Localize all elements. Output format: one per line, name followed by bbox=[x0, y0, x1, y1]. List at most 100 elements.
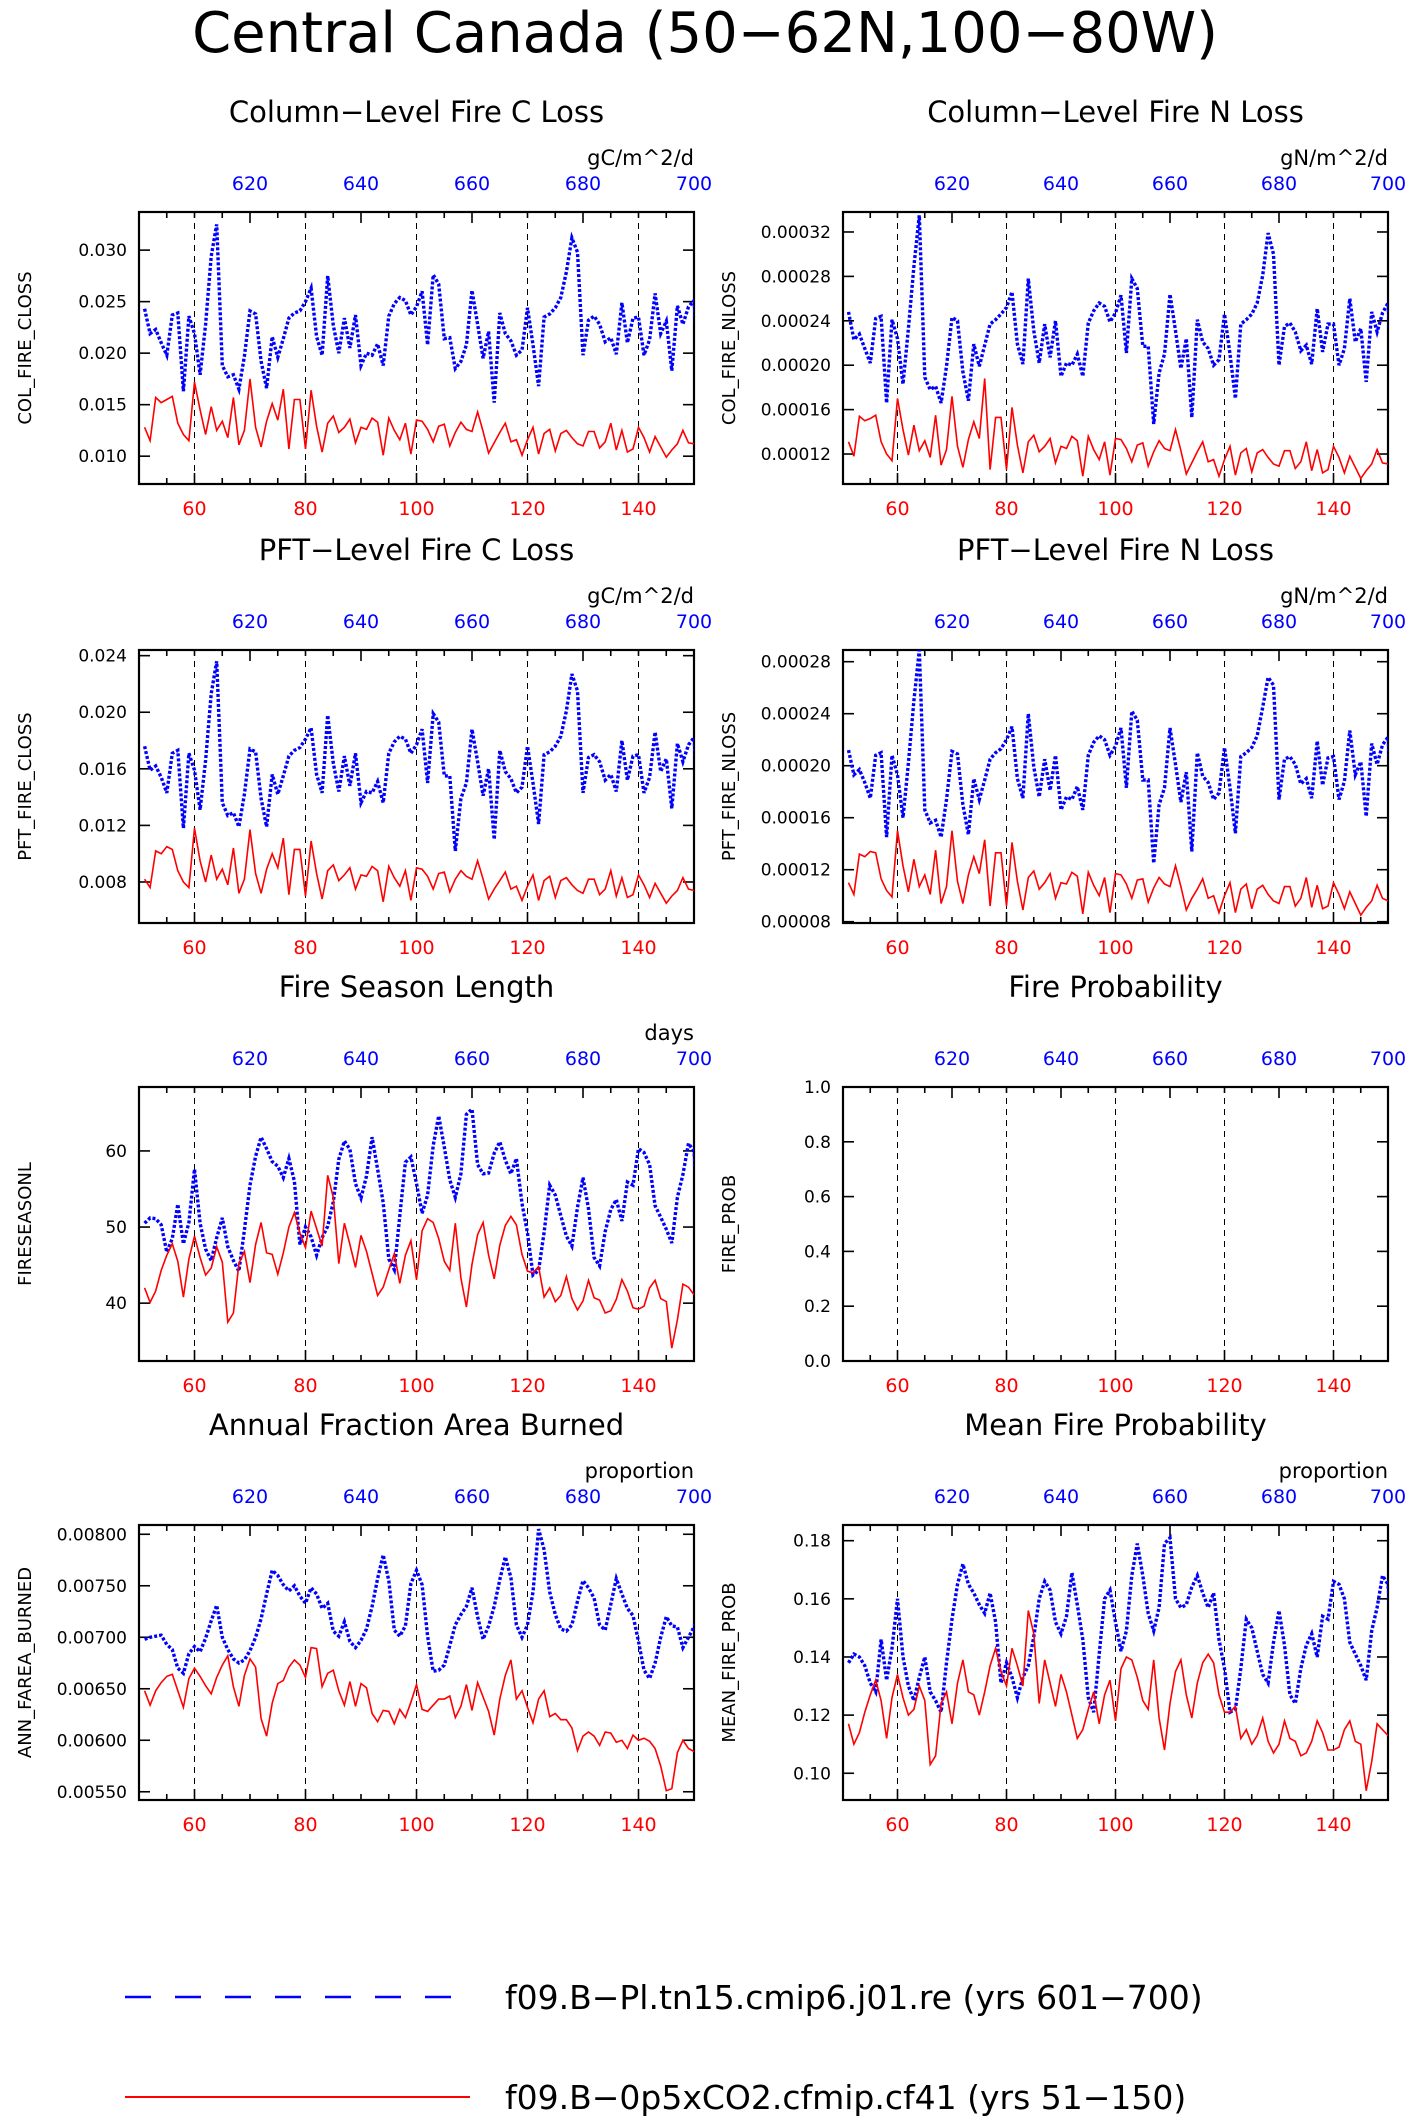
panel-title: Mean Fire Probability bbox=[964, 1408, 1267, 1442]
x-tick-label-top: 640 bbox=[1043, 1048, 1079, 1070]
series-line-red bbox=[143, 1646, 694, 1792]
y-tick-label: 0.18 bbox=[793, 1532, 831, 1552]
x-tick-label-bottom: 100 bbox=[1097, 1814, 1133, 1836]
x-tick-label-bottom: 120 bbox=[1206, 937, 1242, 959]
x-tick-label-bottom: 80 bbox=[994, 1375, 1018, 1397]
series-line-blue bbox=[846, 215, 1388, 425]
x-tick-label-top: 680 bbox=[1261, 173, 1297, 195]
y-axis-label: PFT_FIRE_NLOSS bbox=[719, 712, 740, 861]
x-tick-label-bottom: 140 bbox=[620, 1814, 656, 1836]
x-tick-label-bottom: 100 bbox=[398, 937, 434, 959]
y-tick-label: 0.10 bbox=[793, 1764, 831, 1784]
x-tick-label-bottom: 80 bbox=[293, 1814, 317, 1836]
y-tick-label: 0.00028 bbox=[761, 653, 831, 673]
y-tick-label: 40 bbox=[105, 1294, 127, 1314]
y-axis-label: MEAN_FIRE_PROB bbox=[719, 1582, 740, 1742]
x-tick-label-bottom: 60 bbox=[885, 1375, 909, 1397]
panel-title: Fire Season Length bbox=[279, 970, 554, 1004]
x-tick-label-bottom: 140 bbox=[1315, 937, 1351, 959]
x-tick-label-top: 680 bbox=[565, 1486, 601, 1508]
x-tick-label-top: 700 bbox=[1370, 611, 1406, 633]
x-tick-label-bottom: 140 bbox=[620, 498, 656, 520]
x-tick-label-top: 660 bbox=[454, 1048, 490, 1070]
x-tick-label-bottom: 140 bbox=[1315, 498, 1351, 520]
y-tick-label: 0.00016 bbox=[761, 809, 831, 829]
y-tick-label: 0.00600 bbox=[57, 1731, 127, 1751]
x-tick-label-bottom: 120 bbox=[509, 937, 545, 959]
y-tick-label: 1.0 bbox=[804, 1078, 831, 1098]
panel-title: Column−Level Fire C Loss bbox=[229, 95, 604, 129]
x-tick-label-top: 680 bbox=[1261, 1048, 1297, 1070]
x-tick-label-top: 680 bbox=[565, 1048, 601, 1070]
y-tick-label: 60 bbox=[105, 1142, 127, 1162]
y-axis-label: PFT_FIRE_CLOSS bbox=[15, 712, 36, 860]
panel-title: Fire Probability bbox=[1008, 970, 1222, 1004]
x-tick-label-top: 680 bbox=[1261, 611, 1297, 633]
y-tick-label: 0.008 bbox=[78, 873, 127, 893]
y-tick-label: 0.010 bbox=[78, 447, 127, 467]
x-tick-label-top: 620 bbox=[934, 1486, 970, 1508]
x-tick-label-bottom: 60 bbox=[885, 498, 909, 520]
x-tick-label-bottom: 80 bbox=[293, 1375, 317, 1397]
chart-panel-2: Column−Level Fire N Loss gN/m^2/d 60 80 100 1… bbox=[719, 95, 1406, 520]
y-tick-label: 0.00700 bbox=[57, 1628, 127, 1648]
chart-panel-7: Annual Fraction Area Burned proportion 60 8… bbox=[15, 1408, 712, 1836]
x-tick-label-bottom: 120 bbox=[509, 1814, 545, 1836]
y-axis-label: ANN_FAREA_BURNED bbox=[15, 1567, 36, 1758]
x-tick-label-top: 660 bbox=[1152, 1486, 1188, 1508]
series-line-red bbox=[143, 1175, 694, 1349]
legend-label-red: f09.B−0p5xCO2.cfmip.cf41 (yrs 51−150) bbox=[505, 2078, 1186, 2117]
series-line-red bbox=[143, 378, 694, 459]
x-tick-label-bottom: 60 bbox=[182, 498, 206, 520]
x-tick-label-top: 640 bbox=[1043, 1486, 1079, 1508]
y-tick-label: 0.12 bbox=[793, 1706, 831, 1726]
x-tick-label-top: 660 bbox=[1152, 611, 1188, 633]
units-label: proportion bbox=[585, 1459, 694, 1483]
x-tick-label-bottom: 100 bbox=[398, 1814, 434, 1836]
chart-panel-5: Fire Season Length days 60 80 100 120 140 620 64… bbox=[15, 970, 712, 1397]
panel-title: Annual Fraction Area Burned bbox=[209, 1408, 624, 1442]
panel-title: Column−Level Fire N Loss bbox=[927, 95, 1304, 129]
x-tick-label-bottom: 140 bbox=[1315, 1814, 1351, 1836]
x-tick-label-top: 660 bbox=[1152, 1048, 1188, 1070]
y-tick-label: 0.016 bbox=[78, 760, 127, 780]
panel-title: PFT−Level Fire C Loss bbox=[259, 533, 575, 567]
x-tick-label-bottom: 60 bbox=[885, 1814, 909, 1836]
y-tick-label: 0.6 bbox=[804, 1188, 831, 1208]
x-tick-label-top: 700 bbox=[1370, 1048, 1406, 1070]
units-label: gC/m^2/d bbox=[587, 146, 694, 170]
y-tick-label: 0.00012 bbox=[761, 445, 831, 465]
x-tick-label-top: 620 bbox=[232, 1048, 268, 1070]
y-axis-label: FIRESEASONL bbox=[15, 1162, 36, 1286]
units-label: gC/m^2/d bbox=[587, 584, 694, 608]
series-line-blue bbox=[142, 224, 694, 403]
units-label: gN/m^2/d bbox=[1280, 146, 1388, 170]
y-tick-label: 0.00024 bbox=[761, 705, 831, 725]
y-tick-label: 0.024 bbox=[78, 647, 127, 667]
x-tick-label-top: 620 bbox=[934, 1048, 970, 1070]
y-axis-label: COL_FIRE_CLOSS bbox=[15, 271, 36, 424]
units-label: proportion bbox=[1279, 1459, 1388, 1483]
y-tick-label: 50 bbox=[105, 1218, 127, 1238]
x-tick-label-top: 620 bbox=[232, 173, 268, 195]
series-line-blue bbox=[144, 1528, 694, 1683]
x-tick-label-top: 700 bbox=[1370, 173, 1406, 195]
series-line-blue bbox=[143, 1105, 694, 1279]
x-tick-label-bottom: 80 bbox=[994, 1814, 1018, 1836]
main-title: Central Canada (50−62N,100−80W) bbox=[192, 1, 1218, 66]
x-tick-label-top: 640 bbox=[1043, 173, 1079, 195]
y-tick-label: 0.030 bbox=[78, 241, 127, 261]
x-tick-label-top: 700 bbox=[1370, 1486, 1406, 1508]
x-tick-label-top: 620 bbox=[232, 1486, 268, 1508]
x-tick-label-bottom: 60 bbox=[182, 1814, 206, 1836]
x-tick-label-top: 700 bbox=[676, 1486, 712, 1508]
chart-panel-3: PFT−Level Fire C Loss gC/m^2/d 60 80 100 120 1… bbox=[15, 533, 712, 959]
x-tick-label-bottom: 120 bbox=[509, 1375, 545, 1397]
y-tick-label: 0.00800 bbox=[57, 1525, 127, 1545]
units-label: gN/m^2/d bbox=[1280, 584, 1388, 608]
y-tick-label: 0.00750 bbox=[57, 1577, 127, 1597]
y-tick-label: 0.00020 bbox=[761, 356, 831, 376]
x-tick-label-bottom: 140 bbox=[620, 1375, 656, 1397]
y-tick-label: 0.00650 bbox=[57, 1680, 127, 1700]
series-line-blue bbox=[847, 1533, 1388, 1719]
